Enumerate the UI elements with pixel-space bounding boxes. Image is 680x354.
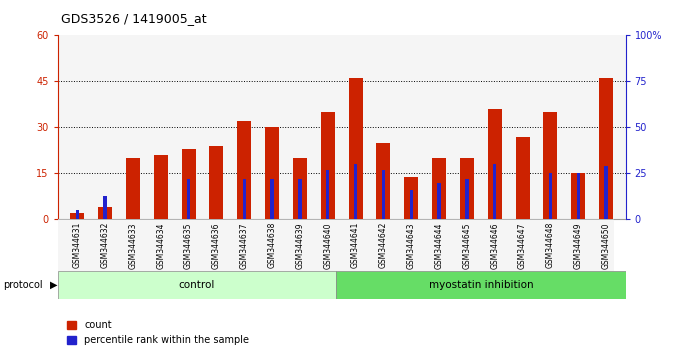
Text: GSM344638: GSM344638 [268,222,277,268]
Text: control: control [179,280,215,290]
Bar [265,127,279,219]
Bar [549,173,552,219]
Bar [243,179,246,219]
Bar [271,179,274,219]
Bar [336,271,626,299]
Text: GSM344633: GSM344633 [129,222,137,269]
Text: GSM344643: GSM344643 [407,222,415,269]
Text: GSM344635: GSM344635 [184,222,193,269]
Bar [460,158,474,219]
Text: GSM344632: GSM344632 [101,222,109,268]
Bar [488,109,502,219]
Bar [75,210,79,219]
Bar [70,213,84,219]
Bar [354,164,357,219]
Text: GSM344634: GSM344634 [156,222,165,269]
Bar [154,155,168,219]
Bar [126,158,140,219]
Text: GSM344648: GSM344648 [546,222,555,268]
Bar [577,173,580,219]
Bar [432,158,446,219]
Text: GSM344645: GSM344645 [462,222,471,269]
Bar [377,143,390,219]
Text: GSM344636: GSM344636 [212,222,221,269]
Text: GSM344637: GSM344637 [240,222,249,269]
Text: GDS3526 / 1419005_at: GDS3526 / 1419005_at [61,12,207,25]
Text: GSM344640: GSM344640 [323,222,333,269]
Bar [599,78,613,219]
Bar [409,190,413,219]
Text: myostatin inhibition: myostatin inhibition [428,280,533,290]
Bar [293,158,307,219]
Text: GSM344642: GSM344642 [379,222,388,268]
Text: GSM344641: GSM344641 [351,222,360,268]
Bar [326,170,329,219]
Text: protocol: protocol [3,280,43,290]
Bar [299,179,302,219]
Text: GSM344650: GSM344650 [602,222,611,269]
Bar [405,177,418,219]
Bar [605,166,608,219]
Text: GSM344639: GSM344639 [295,222,305,269]
Text: GSM344649: GSM344649 [574,222,583,269]
Bar [515,137,530,219]
Text: GSM344647: GSM344647 [518,222,527,269]
Bar [187,179,190,219]
Bar [437,183,441,219]
Bar [381,170,385,219]
Text: GSM344644: GSM344644 [435,222,443,269]
Bar [103,195,107,219]
Legend: count, percentile rank within the sample: count, percentile rank within the sample [63,316,253,349]
Text: GSM344631: GSM344631 [73,222,82,268]
Bar [58,271,336,299]
Bar [465,179,469,219]
Bar [209,146,224,219]
Text: ▶: ▶ [50,280,57,290]
Bar [543,112,558,219]
Bar [571,173,585,219]
Bar [321,112,335,219]
Bar [182,149,196,219]
Text: GSM344646: GSM344646 [490,222,499,269]
Bar [493,164,496,219]
Bar [98,207,112,219]
Bar [349,78,362,219]
Bar [237,121,251,219]
